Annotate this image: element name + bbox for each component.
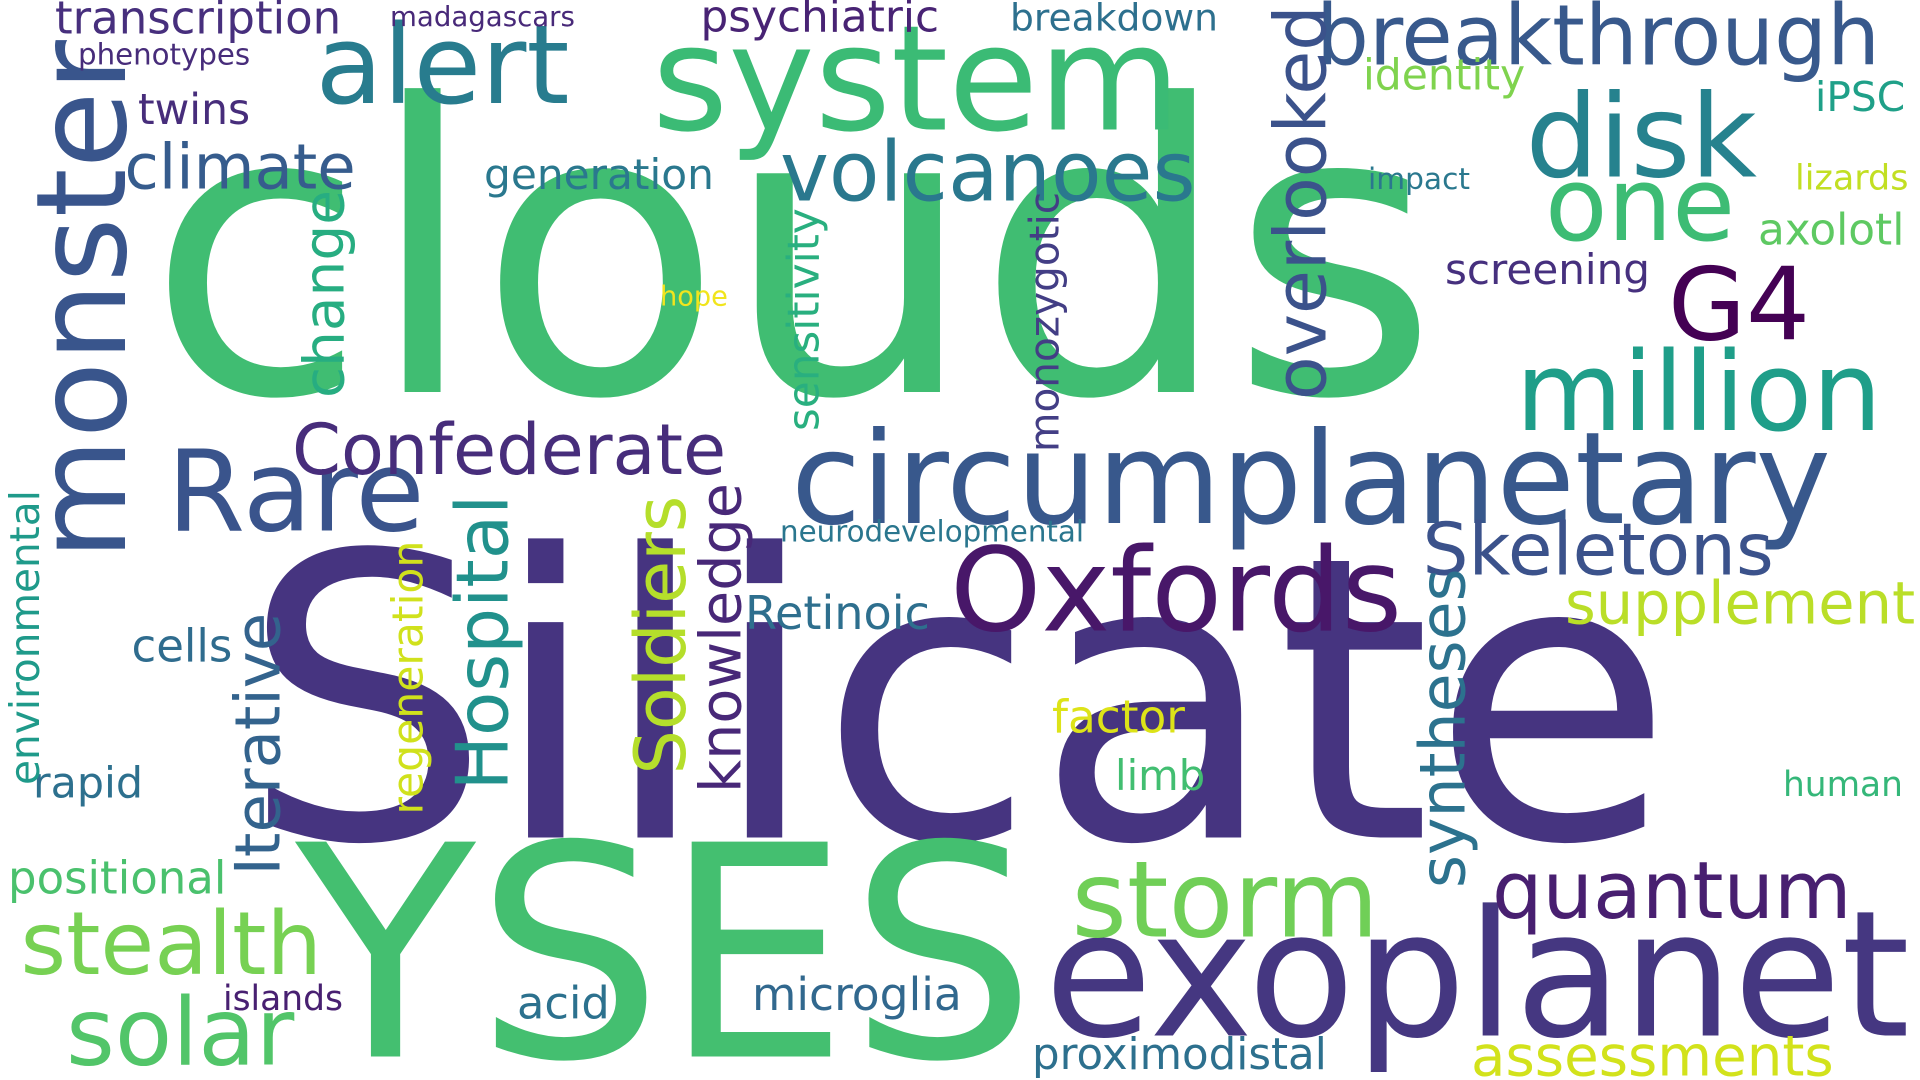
word-alert: alert: [315, 1, 570, 129]
word-million: million: [1515, 328, 1882, 456]
word-hope: hope: [660, 281, 728, 313]
word-positional: positional: [8, 851, 227, 905]
word-hospital: Hospital: [441, 494, 526, 791]
word-environmental: environmental: [1, 490, 49, 785]
word-acid: acid: [517, 976, 610, 1030]
word-rapid: rapid: [33, 758, 144, 809]
word-screening: screening: [1445, 245, 1650, 294]
word-silicate: Silicate: [241, 472, 1674, 931]
word-knowledge: knowledge: [688, 483, 755, 793]
word-transcription: transcription: [55, 0, 342, 45]
word-madagascars: madagascars: [390, 0, 575, 33]
word-psychiatric: psychiatric: [700, 0, 940, 43]
word-oxfords: Oxfords: [950, 523, 1403, 659]
word-one: one: [1545, 146, 1736, 265]
word-soldiers: Soldiers: [620, 495, 702, 775]
word-limb: limb: [1115, 751, 1206, 800]
word-phenotypes: phenotypes: [78, 37, 251, 72]
word-twins: twins: [138, 86, 251, 135]
word-climate: climate: [124, 130, 356, 204]
word-cells: cells: [131, 619, 233, 673]
word-system: system: [652, 0, 1181, 165]
word-proximodistal: proximodistal: [1032, 1030, 1327, 1080]
word-sensitivity: sensitivity: [778, 208, 830, 431]
word-regeneration: regeneration: [384, 540, 434, 815]
word-impact: impact: [1368, 161, 1471, 196]
word-quantum: quantum: [1492, 844, 1852, 937]
word-supplement: supplement: [1565, 568, 1916, 638]
word-assessments: assessments: [1471, 1024, 1834, 1080]
word-change: change: [292, 190, 358, 398]
word-syntheses: syntheses: [1405, 568, 1480, 888]
word-breakdown: breakdown: [1010, 0, 1218, 40]
word-volcanoes: volcanoes: [780, 123, 1196, 221]
word-retinoic: Retinoic: [745, 586, 930, 640]
word-disk: disk: [1525, 70, 1757, 205]
word-lizards: lizards: [1795, 158, 1909, 199]
word-clouds: clouds: [147, 22, 1439, 487]
word-skeletons: Skeletons: [1422, 508, 1774, 593]
word-generation: generation: [484, 150, 714, 199]
word-overlooked: overlooked: [1259, 5, 1343, 400]
word-confederate: Confederate: [292, 409, 727, 491]
word-stealth: stealth: [20, 893, 322, 995]
word-neurodevelopmental: neurodevelopmental: [780, 514, 1085, 549]
word-identity: identity: [1363, 51, 1526, 101]
word-g4: G4: [1668, 246, 1811, 364]
word-factor: factor: [1052, 690, 1185, 744]
word-circumplanetary: circumplanetary: [791, 406, 1831, 554]
word-exoplanet: exoplanet: [1044, 873, 1910, 1078]
word-storm: storm: [1071, 838, 1379, 963]
word-solar: solar: [66, 978, 295, 1080]
word-rare: Rare: [167, 426, 425, 558]
word-yses: YSES: [295, 782, 1037, 1080]
word-iterative: Iterative: [221, 612, 295, 876]
word-islands: islands: [223, 979, 343, 1019]
word-breakthrough: breakthrough: [1316, 0, 1880, 85]
word-microglia: microglia: [752, 968, 962, 1021]
word-monozygotic: monozygotic: [1020, 191, 1069, 452]
word-axolotl: axolotl: [1758, 204, 1905, 256]
word-monster: monster: [10, 40, 155, 560]
word-human: human: [1783, 765, 1903, 805]
word-ipsc: iPSC: [1815, 73, 1906, 121]
